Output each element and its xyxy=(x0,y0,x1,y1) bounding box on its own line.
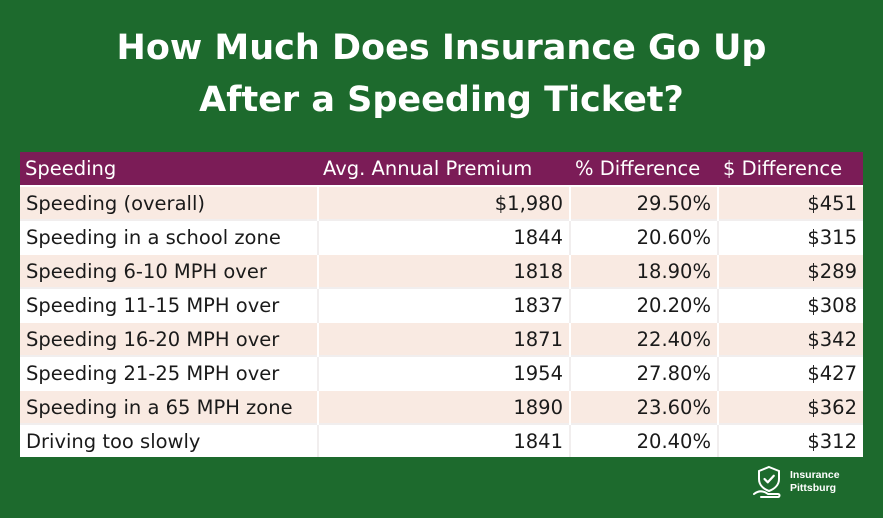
cell-premium: 1818 xyxy=(318,253,571,288)
cell-percent: 27.80% xyxy=(570,355,719,390)
cell-percent: 20.20% xyxy=(570,287,719,322)
title-line-1: How Much Does Insurance Go Up xyxy=(116,28,767,68)
cell-speeding: Speeding in a 65 MPH zone xyxy=(20,389,319,424)
cell-dollar: $342 xyxy=(718,321,863,356)
cell-speeding: Speeding 6-10 MPH over xyxy=(20,253,319,288)
table-row: Speeding (overall) $1,980 29.50% $451 xyxy=(20,185,863,220)
cell-dollar: $451 xyxy=(718,185,863,220)
cell-premium: 1837 xyxy=(318,287,571,322)
cell-percent: 20.60% xyxy=(570,219,719,254)
cell-dollar: $427 xyxy=(718,355,863,390)
cell-speeding: Speeding 21-25 MPH over xyxy=(20,355,319,390)
cell-speeding: Driving too slowly xyxy=(20,423,319,457)
table-row: Driving too slowly 1841 20.40% $312 xyxy=(20,423,863,457)
column-header-dollar: $ Difference xyxy=(718,152,863,186)
cell-premium: 1871 xyxy=(318,321,571,356)
logo-text-line-1: Insurance xyxy=(790,469,840,481)
cell-dollar: $362 xyxy=(718,389,863,424)
cell-dollar: $308 xyxy=(718,287,863,322)
cell-dollar: $289 xyxy=(718,253,863,288)
table-row: Speeding 16-20 MPH over 1871 22.40% $342 xyxy=(20,321,863,356)
logo-text-line-2: Pittsburg xyxy=(790,482,837,494)
page-title: How Much Does Insurance Go Up After a Sp… xyxy=(0,22,883,126)
shield-hand-icon xyxy=(753,465,781,498)
cell-dollar: $312 xyxy=(718,423,863,457)
column-header-premium: Avg. Annual Premium xyxy=(318,152,570,186)
cell-premium: $1,980 xyxy=(318,185,571,220)
brand-logo: Insurance Pittsburg xyxy=(752,464,862,500)
speeding-table: Speeding Avg. Annual Premium % Differenc… xyxy=(20,152,863,457)
cell-percent: 23.60% xyxy=(570,389,719,424)
column-header-speeding: Speeding xyxy=(20,152,318,186)
cell-speeding: Speeding (overall) xyxy=(20,185,319,220)
table-row: Speeding 11-15 MPH over 1837 20.20% $308 xyxy=(20,287,863,322)
table-row: Speeding 21-25 MPH over 1954 27.80% $427 xyxy=(20,355,863,390)
cell-percent: 20.40% xyxy=(570,423,719,457)
cell-premium: 1841 xyxy=(318,423,571,457)
cell-percent: 29.50% xyxy=(570,185,719,220)
cell-premium: 1954 xyxy=(318,355,571,390)
cell-speeding: Speeding 16-20 MPH over xyxy=(20,321,319,356)
table-row: Speeding 6-10 MPH over 1818 18.90% $289 xyxy=(20,253,863,288)
cell-premium: 1844 xyxy=(318,219,571,254)
cell-speeding: Speeding 11-15 MPH over xyxy=(20,287,319,322)
table-body: Speeding (overall) $1,980 29.50% $451 Speedi… xyxy=(20,185,863,457)
cell-percent: 18.90% xyxy=(570,253,719,288)
table-row: Speeding in a 65 MPH zone 1890 23.60% $362 xyxy=(20,389,863,424)
cell-premium: 1890 xyxy=(318,389,571,424)
table-row: Speeding in a school zone 1844 20.60% $315 xyxy=(20,219,863,254)
cell-dollar: $315 xyxy=(718,219,863,254)
table-header-row: Speeding Avg. Annual Premium % Differenc… xyxy=(20,152,863,186)
cell-percent: 22.40% xyxy=(570,321,719,356)
title-line-2: After a Speeding Ticket? xyxy=(199,80,684,120)
column-header-percent: % Difference xyxy=(570,152,718,186)
cell-speeding: Speeding in a school zone xyxy=(20,219,319,254)
